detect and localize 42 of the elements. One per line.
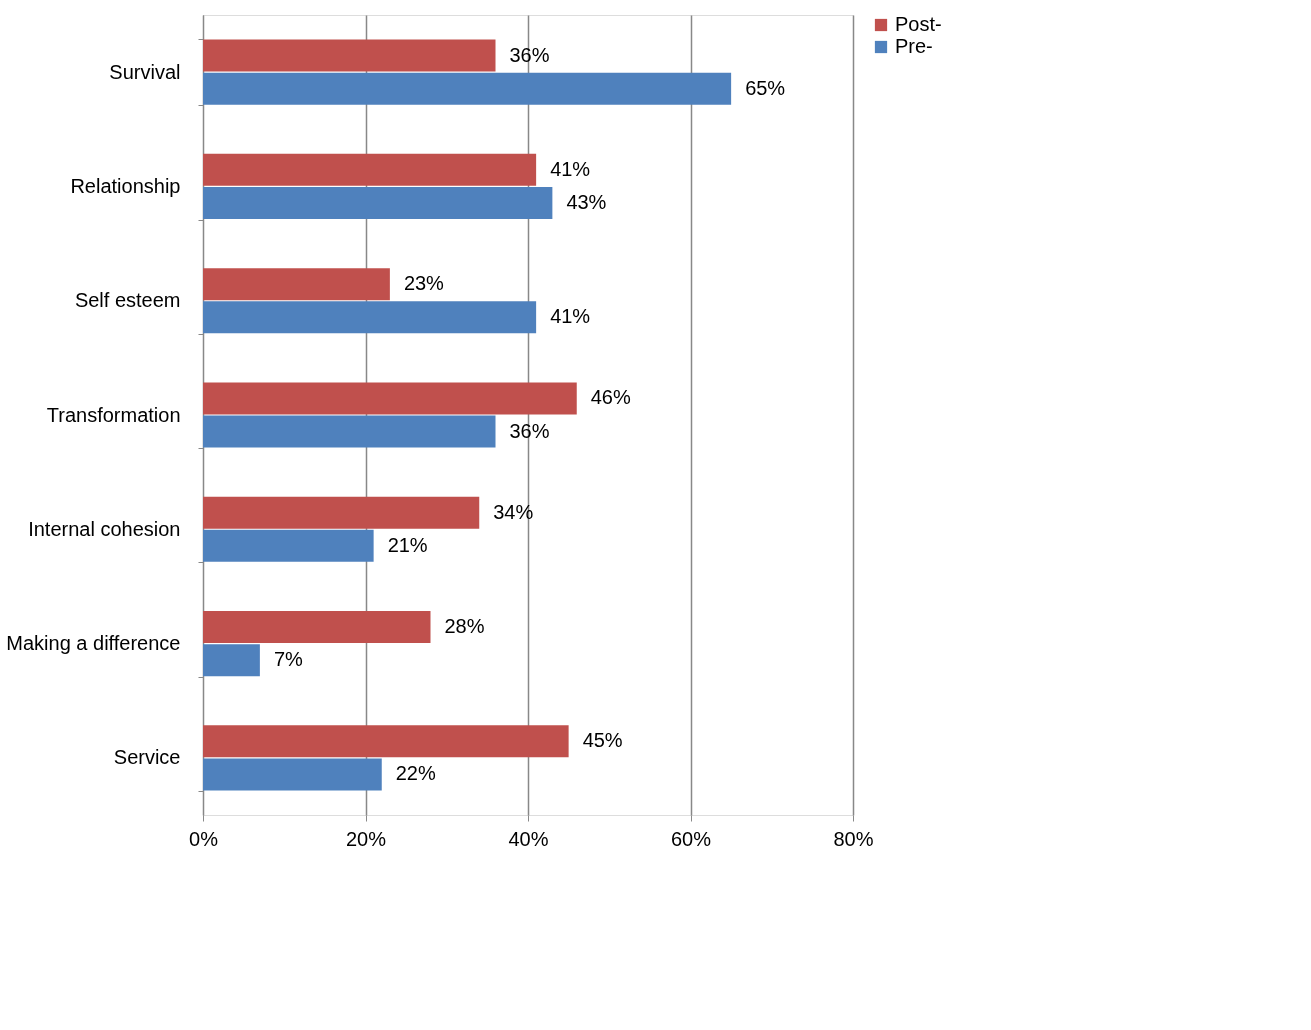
data-label: 28% bbox=[444, 615, 485, 637]
data-label: 45% bbox=[582, 729, 623, 752]
x-tick-label: 20% bbox=[345, 827, 387, 850]
y-tick-label: Survival bbox=[109, 60, 181, 83]
bar bbox=[203, 301, 537, 334]
data-label: 23% bbox=[403, 272, 445, 295]
y-tick-label: Internal cohesion bbox=[28, 517, 181, 540]
bar bbox=[203, 611, 431, 643]
bar bbox=[203, 153, 537, 186]
bar bbox=[203, 758, 382, 791]
y-tick-label: Service bbox=[113, 746, 181, 769]
bar bbox=[203, 72, 732, 105]
y-tick-label: Making a difference bbox=[6, 632, 181, 655]
data-label: 22% bbox=[395, 762, 436, 785]
bar bbox=[203, 187, 553, 219]
x-tick-label: 60% bbox=[670, 827, 712, 850]
bar bbox=[203, 496, 480, 529]
data-label: 36% bbox=[509, 419, 550, 442]
data-label: 41% bbox=[550, 305, 591, 328]
data-label: 46% bbox=[590, 386, 631, 409]
data-label: 36% bbox=[509, 43, 550, 66]
bar bbox=[203, 39, 496, 72]
bar bbox=[203, 415, 496, 448]
data-label: 43% bbox=[566, 191, 607, 213]
x-tick-label: 80% bbox=[833, 827, 874, 850]
data-label: 21% bbox=[387, 533, 428, 556]
bar bbox=[203, 382, 577, 415]
legend-label: Post- bbox=[895, 13, 942, 35]
bar bbox=[203, 268, 390, 301]
y-tick-label: Self esteem bbox=[74, 289, 181, 312]
data-label: 7% bbox=[273, 648, 303, 671]
bar bbox=[203, 725, 569, 758]
data-label: 65% bbox=[745, 76, 786, 99]
x-tick-label: 40% bbox=[508, 827, 549, 850]
x-tick-label: 0% bbox=[189, 827, 219, 850]
data-label: 34% bbox=[493, 500, 534, 523]
y-tick-label: Relationship bbox=[70, 174, 181, 197]
data-label: 41% bbox=[550, 157, 591, 180]
y-tick-label: Transformation bbox=[46, 403, 181, 426]
legend-label: Pre- bbox=[895, 35, 933, 57]
bar bbox=[203, 529, 374, 562]
bar bbox=[203, 644, 260, 677]
